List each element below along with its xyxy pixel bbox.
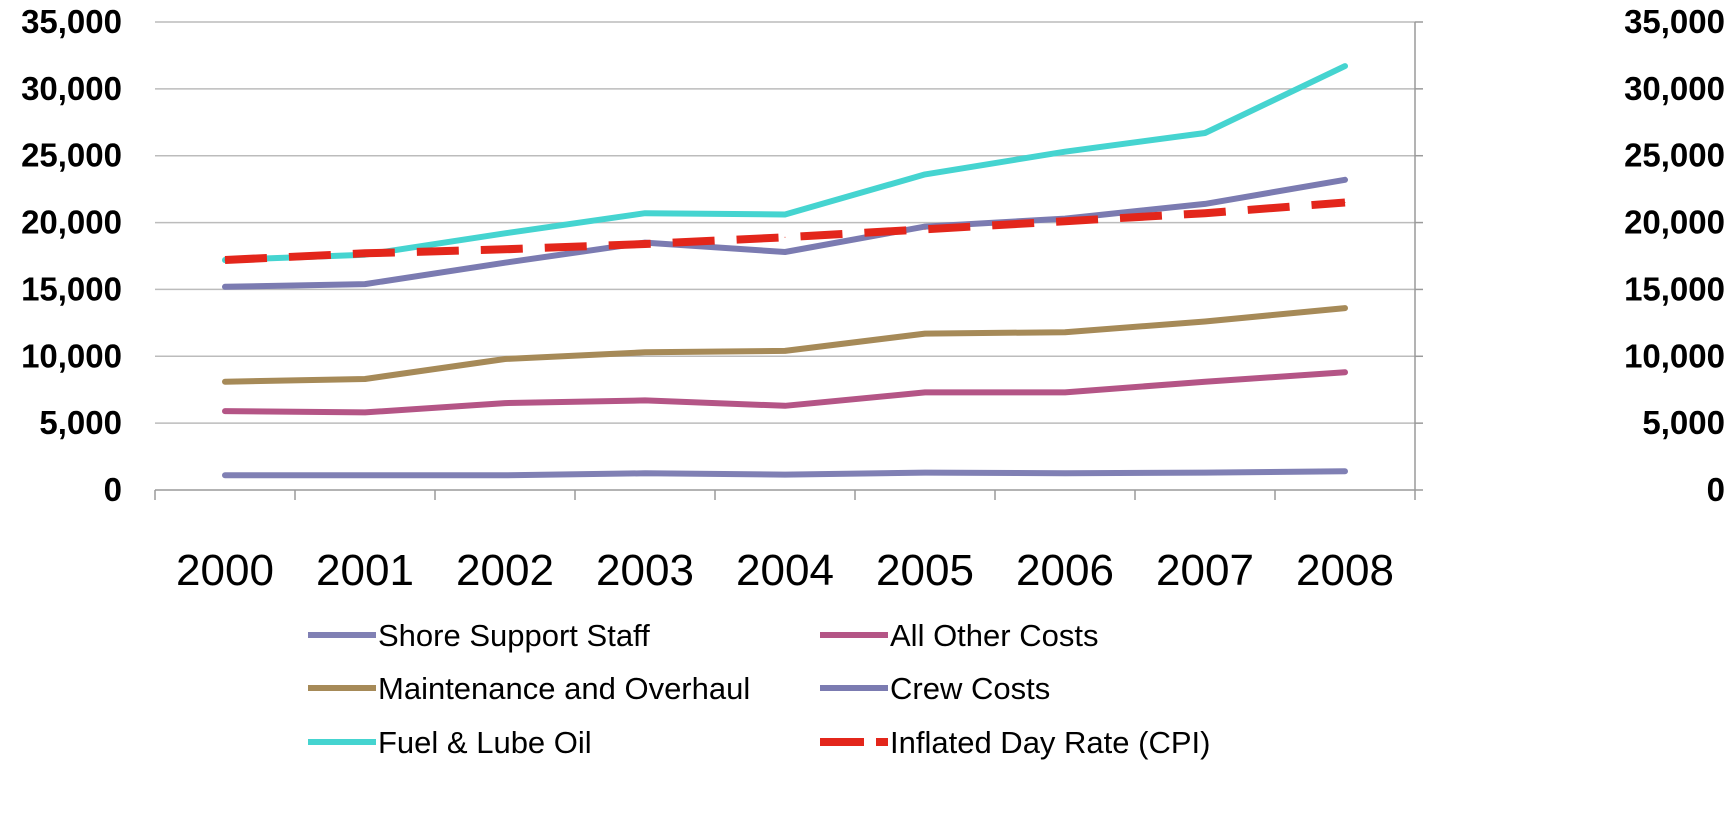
legend-label: Fuel & Lube Oil <box>378 725 592 760</box>
y-tick-label: 5,000 <box>39 404 122 441</box>
data-point <box>784 474 786 476</box>
data-point <box>924 472 926 474</box>
secondary-y-tick-label: 15,000 <box>1624 270 1725 307</box>
data-point <box>1204 132 1206 134</box>
y-tick-label: 0 <box>104 471 122 508</box>
data-point <box>364 378 366 380</box>
x-tick-label: 2001 <box>316 546 414 595</box>
y-tick-label: 15,000 <box>21 270 122 307</box>
data-point <box>1064 220 1066 222</box>
data-point <box>1344 307 1346 309</box>
x-tick-label: 2006 <box>1016 546 1114 595</box>
series-lines <box>222 63 1348 479</box>
data-point <box>1204 381 1206 383</box>
data-point <box>224 286 226 288</box>
data-point <box>504 248 506 250</box>
data-point <box>1344 179 1346 181</box>
data-point <box>504 402 506 404</box>
data-point <box>644 351 646 353</box>
data-point <box>224 259 226 261</box>
data-point <box>364 474 366 476</box>
data-point <box>224 381 226 383</box>
data-point <box>644 212 646 214</box>
data-point <box>1344 371 1346 373</box>
tick-labels: 0 0 5,000 5,000 10,000 10,000 15,000 15,000 20,0… <box>21 3 1725 595</box>
x-tick-label: 2008 <box>1296 546 1394 595</box>
data-point <box>1204 203 1206 205</box>
data-point <box>1344 202 1346 204</box>
legend-label: Crew Costs <box>890 671 1050 706</box>
series-line <box>224 198 1346 264</box>
data-point <box>364 411 366 413</box>
y-tick-label: 25,000 <box>21 137 122 174</box>
data-point <box>924 173 926 175</box>
data-point <box>644 399 646 401</box>
legend-label: Inflated Day Rate (CPI) <box>890 725 1210 760</box>
data-point <box>504 358 506 360</box>
legend-label: All Other Costs <box>890 618 1098 653</box>
x-tick-label: 2004 <box>736 546 834 595</box>
data-point <box>504 474 506 476</box>
secondary-y-tick-label: 25,000 <box>1624 137 1725 174</box>
x-tick-label: 2000 <box>176 546 274 595</box>
gridlines <box>155 21 1415 424</box>
y-tick-label: 35,000 <box>21 3 122 40</box>
x-tick-label: 2007 <box>1156 546 1254 595</box>
y-tick-label: 30,000 <box>21 70 122 107</box>
x-tick-label: 2005 <box>876 546 974 595</box>
data-point <box>1204 472 1206 474</box>
data-point <box>1064 151 1066 153</box>
data-point <box>924 228 926 230</box>
legend-label: Maintenance and Overhaul <box>378 671 750 706</box>
series-line <box>222 369 1348 416</box>
y-tick-label: 10,000 <box>21 337 122 374</box>
data-point <box>784 350 786 352</box>
data-point <box>924 391 926 393</box>
data-point <box>644 243 646 245</box>
data-point <box>784 214 786 216</box>
data-point <box>224 410 226 412</box>
data-point <box>1344 65 1346 67</box>
secondary-y-tick-label: 35,000 <box>1624 3 1725 40</box>
data-point <box>224 474 226 476</box>
data-point <box>784 236 786 238</box>
secondary-y-tick-label: 10,000 <box>1624 337 1725 374</box>
axes <box>154 21 1423 500</box>
secondary-y-tick-label: 0 <box>1707 471 1725 508</box>
x-tick-label: 2002 <box>456 546 554 595</box>
data-point <box>924 333 926 335</box>
data-point <box>504 262 506 264</box>
data-point <box>1064 391 1066 393</box>
series-line <box>222 305 1348 385</box>
series-line <box>222 176 1348 290</box>
data-point <box>924 226 926 228</box>
legend: Shore Support Staff All Other Costs Mainte… <box>308 618 1210 760</box>
secondary-y-tick-label: 5,000 <box>1642 404 1725 441</box>
data-point <box>364 283 366 285</box>
data-point <box>1204 212 1206 214</box>
data-point <box>1064 472 1066 474</box>
secondary-y-tick-label: 20,000 <box>1624 204 1725 241</box>
data-point <box>1344 470 1346 472</box>
legend-label: Shore Support Staff <box>378 618 650 653</box>
data-point <box>1204 321 1206 323</box>
y-tick-label: 20,000 <box>21 204 122 241</box>
data-point <box>1064 331 1066 333</box>
x-tick-label: 2003 <box>596 546 694 595</box>
data-point <box>784 251 786 253</box>
data-point <box>784 405 786 407</box>
data-point <box>644 472 646 474</box>
data-point <box>504 232 506 234</box>
secondary-y-tick-label: 30,000 <box>1624 70 1725 107</box>
data-point <box>364 252 366 254</box>
series-line <box>222 63 1348 263</box>
